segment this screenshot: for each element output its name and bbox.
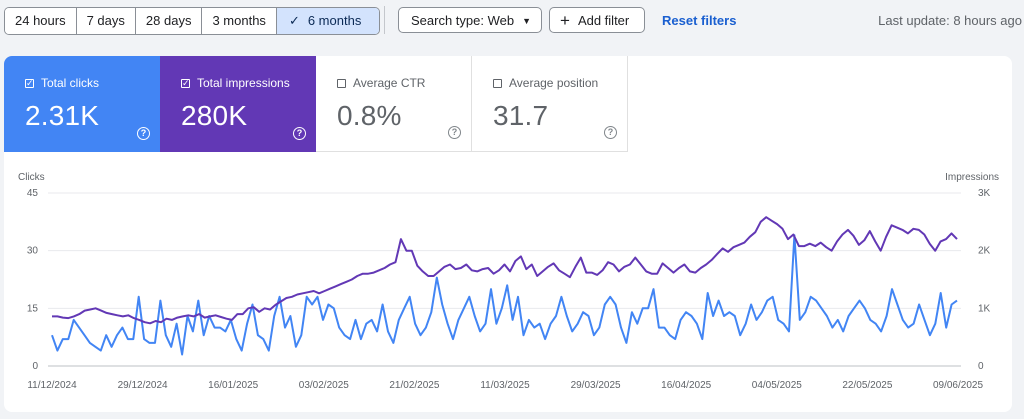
reset-filters-link[interactable]: Reset filters [662, 13, 737, 28]
right-tick-label: 2K [978, 246, 991, 257]
series-line-clicks [51, 234, 958, 356]
metric-value: 2.31K [25, 100, 100, 131]
plus-icon: + [560, 11, 570, 30]
left-tick-label: 30 [27, 246, 39, 257]
checkbox-unchecked-icon[interactable] [337, 78, 346, 88]
right-tick-label: 3K [978, 188, 991, 199]
range-24-hours-button[interactable]: 24 hours [5, 8, 77, 34]
search-type-label: Search type: Web [411, 13, 515, 28]
help-icon[interactable]: ? [137, 127, 150, 140]
range-6-months-label: 6 months [307, 13, 362, 28]
check-icon: ✓ [288, 13, 300, 28]
metric-total-clicks[interactable]: ✓ Total clicks 2.31K ? [4, 56, 160, 152]
toolbar-divider [384, 6, 385, 34]
x-tick-label: 09/06/2025 [933, 380, 983, 391]
metric-total-impressions[interactable]: ✓ Total impressions 280K ? [160, 56, 316, 152]
metric-label: Total clicks [41, 76, 100, 90]
performance-card: ✓ Total clicks 2.31K ? ✓ Total impressions… [4, 56, 1012, 412]
x-tick-label: 16/04/2025 [661, 380, 711, 391]
last-update-text: Last update: 8 hours ago [878, 13, 1022, 28]
metric-label: Total impressions [197, 76, 290, 90]
search-type-dropdown[interactable]: Search type: Web ▼ [398, 7, 542, 33]
range-28-days-button[interactable]: 28 days [135, 8, 203, 34]
metric-value: 280K [181, 100, 248, 131]
x-tick-label: 04/05/2025 [752, 380, 802, 391]
right-tick-label: 1K [978, 303, 991, 314]
metric-average-position[interactable]: Average position 31.7 ? [472, 56, 628, 152]
help-icon[interactable]: ? [293, 127, 306, 140]
metric-average-ctr[interactable]: Average CTR 0.8% ? [316, 56, 472, 152]
left-tick-label: 0 [32, 361, 38, 372]
checkbox-checked-icon[interactable]: ✓ [25, 77, 34, 88]
date-range-selector: 24 hours 7 days 28 days 3 months ✓ 6 mont… [4, 7, 381, 35]
x-tick-label: 11/12/2024 [27, 380, 77, 391]
right-tick-label: 0 [978, 361, 984, 372]
toolbar: 24 hours 7 days 28 days 3 months ✓ 6 mont… [0, 0, 1024, 44]
series-line-impressions [52, 216, 958, 325]
x-tick-label: 21/02/2025 [389, 380, 439, 391]
checkbox-unchecked-icon[interactable] [493, 78, 502, 88]
chart-grid [48, 192, 961, 367]
help-icon[interactable]: ? [604, 126, 617, 139]
range-7-days-button[interactable]: 7 days [76, 8, 136, 34]
x-tick-label: 22/05/2025 [842, 380, 892, 391]
left-axis-title: Clicks [18, 172, 45, 183]
left-tick-label: 15 [27, 303, 39, 314]
x-tick-label: 03/02/2025 [299, 380, 349, 391]
x-axis-ticks: 11/12/2024 29/12/2024 16/01/2025 03/02/2025… [27, 380, 983, 391]
add-filter-label: Add filter [577, 13, 630, 28]
chart-lines [51, 216, 958, 356]
x-tick-label: 16/01/2025 [208, 380, 258, 391]
checkbox-checked-icon[interactable]: ✓ [181, 77, 190, 88]
metric-label: Average position [509, 76, 599, 90]
metric-label: Average CTR [353, 76, 426, 90]
left-tick-label: 45 [27, 188, 39, 199]
range-3-months-button[interactable]: 3 months [202, 8, 277, 34]
help-icon[interactable]: ? [448, 126, 461, 139]
right-axis-title: Impressions [945, 172, 999, 183]
x-tick-label: 11/03/2025 [480, 380, 530, 391]
y-axis-ticks: 45 3K 30 2K 15 1K 0 0 [27, 188, 991, 372]
x-tick-label: 29/03/2025 [571, 380, 621, 391]
x-tick-label: 29/12/2024 [118, 380, 168, 391]
metric-value: 0.8% [337, 100, 402, 131]
performance-chart[interactable]: Clicks Impressions 45 3K 30 2K 15 1K 0 0 11/12/… [4, 166, 1012, 406]
range-6-months-button[interactable]: ✓ 6 months [276, 8, 380, 34]
dropdown-caret-icon: ▼ [522, 16, 531, 26]
add-filter-button[interactable]: + Add filter [549, 7, 645, 33]
metric-value: 31.7 [493, 100, 549, 131]
